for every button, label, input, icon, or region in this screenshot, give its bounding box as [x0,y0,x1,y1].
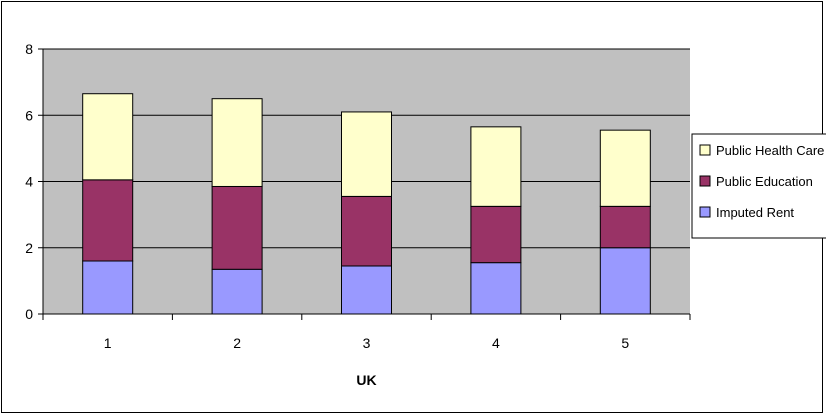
x-tick-label: 2 [233,335,241,351]
bar-segment-public-education [341,195,392,267]
bar-segment-public-health-care [470,126,522,207]
bar-segment-public-health-care [211,98,263,187]
bar-segment-public-education [470,205,522,264]
y-axis-ticks: 0 2 4 6 8 [25,41,43,322]
x-axis-ticks: 1 2 3 4 5 [42,314,691,351]
legend-label: Imputed Rent [716,205,794,220]
bar-segment-public-health-care [599,129,651,207]
y-tick-label: 6 [25,107,33,123]
bar-segment-imputed-rent [599,247,651,315]
legend-box [691,133,826,239]
bar-segment-public-education [599,205,651,249]
y-tick-label: 0 [25,306,33,322]
y-tick-label: 4 [25,174,33,190]
bar-segment-public-education [82,179,134,262]
bar-segment-imputed-rent [341,265,392,315]
bar-segment-imputed-rent [470,262,522,315]
legend: Public Health Care Public Education Impute… [691,133,826,239]
bars [82,93,651,315]
y-tick-label: 8 [25,41,33,57]
x-tick-label: 1 [104,335,112,351]
legend-swatch [699,144,711,156]
bar-segment-imputed-rent [82,260,134,315]
y-tick-label: 2 [25,240,33,256]
x-tick-label: 4 [492,335,500,351]
legend-label: Public Health Care [716,143,824,158]
legend-swatch [699,206,711,218]
legend-label: Public Education [716,174,813,189]
x-tick-label: 5 [621,335,629,351]
x-tick-label: 3 [363,335,371,351]
bar-segment-public-health-care [341,111,392,197]
bar-segment-public-education [211,185,263,270]
bar-segment-imputed-rent [211,268,263,315]
x-axis-title: UK [356,372,376,388]
bar-segment-public-health-care [82,93,134,181]
legend-swatch [699,175,711,187]
